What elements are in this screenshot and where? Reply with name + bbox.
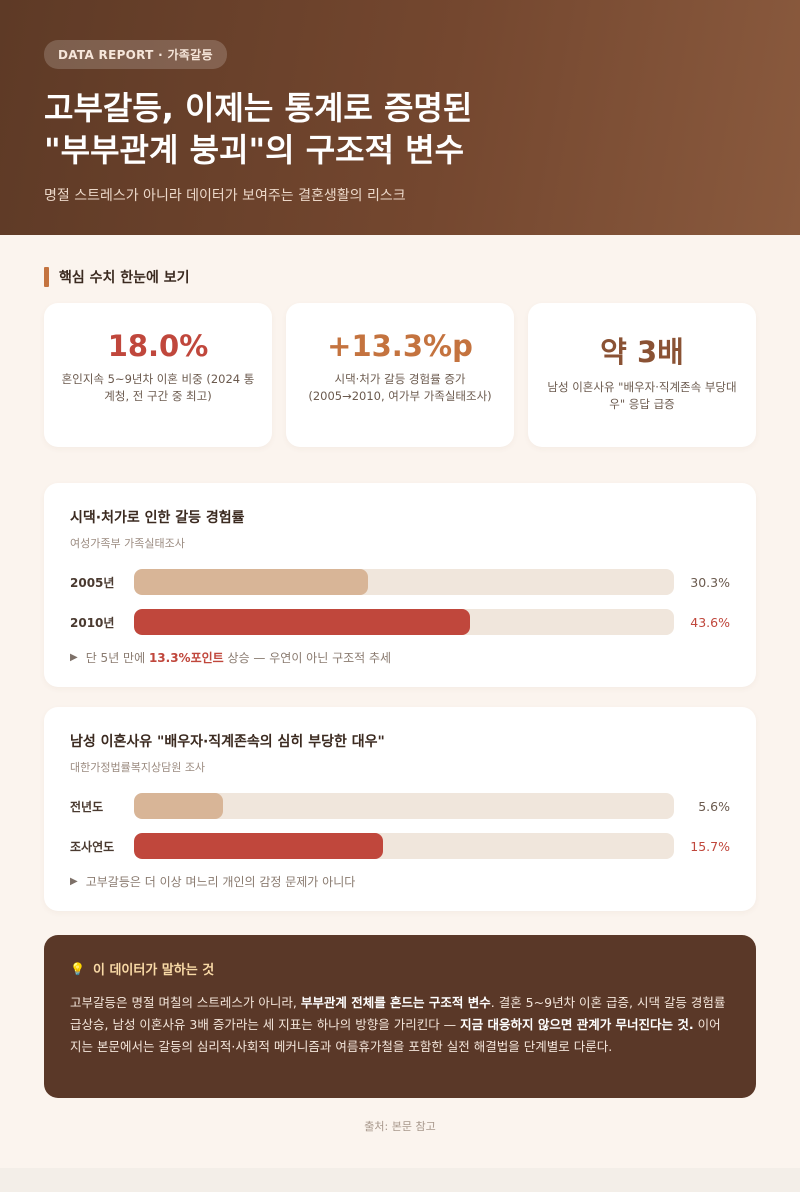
page-title: 고부갈등, 이제는 통계로 증명된 "부부관계 붕괴"의 구조적 변수	[44, 87, 756, 171]
insight-text: 이어지는 본문에서는 갈등의 심리적·사회적 메커니즘과 여름휴가철을 포함한 …	[70, 1017, 721, 1054]
bar-row: 2010년 43.6%	[70, 609, 730, 635]
chart-note: ▶ 고부갈등은 더 이상 며느리 개인의 감정 문제가 아니다	[70, 873, 730, 890]
chart-note: ▶ 단 5년 만에 13.3%포인트 상승 — 우연이 아닌 구조적 추세	[70, 649, 730, 666]
insight-title: 이 데이터가 말하는 것	[92, 963, 215, 978]
note-text: 고부갈등은 더 이상 며느리 개인의 감정 문제가 아니다	[85, 875, 356, 889]
bar-row: 전년도 5.6%	[70, 793, 730, 819]
insight-text: . 결혼 5~9년차 이혼 급증, 시댁 갈등 경험률 급상승, 남성 이혼사유…	[70, 995, 726, 1032]
chart-title: 시댁·처가로 인한 갈등 경험률	[70, 510, 245, 526]
stat-card: 약 3배 남성 이혼사유 "배우자·직계존속 부당대우" 응답 급증	[528, 303, 756, 447]
lightbulb-icon: 💡	[70, 961, 85, 976]
triangle-icon: ▶	[70, 652, 78, 663]
title-line-1: 고부갈등, 이제는 통계로 증명된	[44, 89, 473, 127]
stat-card: 18.0% 혼인지속 5~9년차 이혼 비중 (2024 통계청, 전 구간 중…	[44, 303, 272, 447]
stat-value: +13.3%p	[327, 329, 473, 363]
bar-fill	[134, 569, 368, 595]
bar-row: 조사연도 15.7%	[70, 833, 730, 859]
section-heading: 핵심 수치 한눈에 보기	[44, 267, 756, 287]
bar-label: 2005년	[70, 575, 115, 590]
note-text: 단 5년 만에 13.3%포인트 상승 — 우연이 아닌 구조적 추세	[86, 649, 391, 666]
bar-fill	[134, 609, 471, 635]
bar-value: 30.3%	[690, 574, 730, 590]
title-line-2: "부부관계 붕괴"의 구조적 변수	[44, 131, 465, 169]
stat-desc: 시댁·처가 갈등 경험률 증가 (2005→2010, 여가부 가족실태조사)	[308, 372, 492, 403]
insight-text: 고부갈등은 명절 며칠의 스트레스가 아니라,	[70, 995, 301, 1010]
bar-value: 43.6%	[690, 614, 730, 630]
bar-track	[134, 609, 674, 635]
insight-title-row: 💡 이 데이터가 말하는 것	[70, 959, 730, 979]
chart-source: 여성가족부 가족실태조사	[70, 537, 185, 550]
section-title: 핵심 수치 한눈에 보기	[59, 270, 190, 286]
insight-body: 고부갈등은 명절 며칠의 스트레스가 아니라, 부부관계 전체를 흔드는 구조적…	[70, 992, 730, 1058]
page-subtitle: 명절 스트레스가 아니라 데이터가 보여주는 결혼생활의 리스크	[44, 188, 406, 204]
bar-fill	[134, 833, 384, 859]
divorce-reason-chart: 남성 이혼사유 "배우자·직계존속의 심히 부당한 대우" 대한가정법률복지상담…	[44, 707, 756, 911]
stat-value: 약 3배	[600, 335, 684, 369]
bar-track	[134, 793, 674, 819]
chart-source: 대한가정법률복지상담원 조사	[70, 761, 206, 774]
report-tag: DATA REPORT · 가족갈등	[44, 40, 227, 69]
stats-row: 18.0% 혼인지속 5~9년차 이혼 비중 (2024 통계청, 전 구간 중…	[44, 303, 756, 447]
insight-bold: 부부관계 전체를 흔드는 구조적 변수	[300, 995, 491, 1010]
bar-fill	[134, 793, 223, 819]
note-highlight: 13.3%포인트	[148, 651, 224, 665]
conflict-rate-chart: 시댁·처가로 인한 갈등 경험률 여성가족부 가족실태조사 2005년 30.3…	[44, 483, 756, 687]
bar-row: 2005년 30.3%	[70, 569, 730, 595]
hero-banner: DATA REPORT · 가족갈등 고부갈등, 이제는 통계로 증명된 "부부…	[0, 0, 800, 235]
section-accent-bar	[44, 267, 49, 287]
footer-source: 출처: 본문 참고	[364, 1120, 436, 1133]
footer-band	[0, 1168, 800, 1192]
bar-label: 조사연도	[70, 839, 115, 854]
stat-desc: 남성 이혼사유 "배우자·직계존속 부당대우" 응답 급증	[547, 380, 737, 411]
bar-track	[134, 833, 674, 859]
bar-label: 2010년	[70, 615, 115, 630]
triangle-icon: ▶	[70, 876, 78, 887]
stat-desc: 혼인지속 5~9년차 이혼 비중 (2024 통계청, 전 구간 중 최고)	[61, 372, 255, 403]
note-pre: 단 5년 만에	[85, 651, 149, 665]
bar-track	[134, 569, 674, 595]
insight-box: 💡 이 데이터가 말하는 것 고부갈등은 명절 며칠의 스트레스가 아니라, 부…	[44, 935, 756, 1098]
bar-value: 5.6%	[698, 798, 730, 814]
stat-value: 18.0%	[107, 329, 209, 363]
chart-title: 남성 이혼사유 "배우자·직계존속의 심히 부당한 대우"	[70, 734, 385, 750]
stat-card: +13.3%p 시댁·처가 갈등 경험률 증가 (2005→2010, 여가부 …	[286, 303, 514, 447]
insight-bold: 지금 대응하지 않으면 관계가 무너진다는 것.	[460, 1017, 694, 1032]
main-content: 핵심 수치 한눈에 보기 18.0% 혼인지속 5~9년차 이혼 비중 (202…	[0, 267, 800, 1134]
bar-value: 15.7%	[690, 838, 730, 854]
bar-label: 전년도	[70, 799, 104, 814]
note-post: 상승 — 우연이 아닌 구조적 추세	[223, 651, 392, 665]
